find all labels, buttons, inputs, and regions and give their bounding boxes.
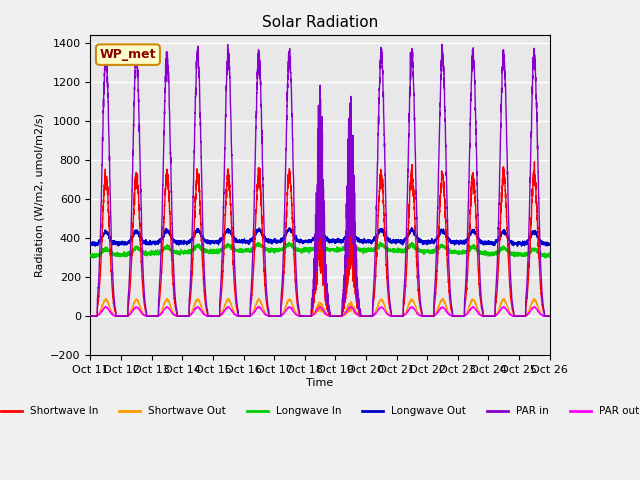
Text: WP_met: WP_met xyxy=(100,48,156,61)
Legend: Shortwave In, Shortwave Out, Longwave In, Longwave Out, PAR in, PAR out: Shortwave In, Shortwave Out, Longwave In… xyxy=(0,402,640,420)
Title: Solar Radiation: Solar Radiation xyxy=(262,15,378,30)
X-axis label: Time: Time xyxy=(307,378,333,388)
Y-axis label: Radiation (W/m2, umol/m2/s): Radiation (W/m2, umol/m2/s) xyxy=(35,113,45,277)
